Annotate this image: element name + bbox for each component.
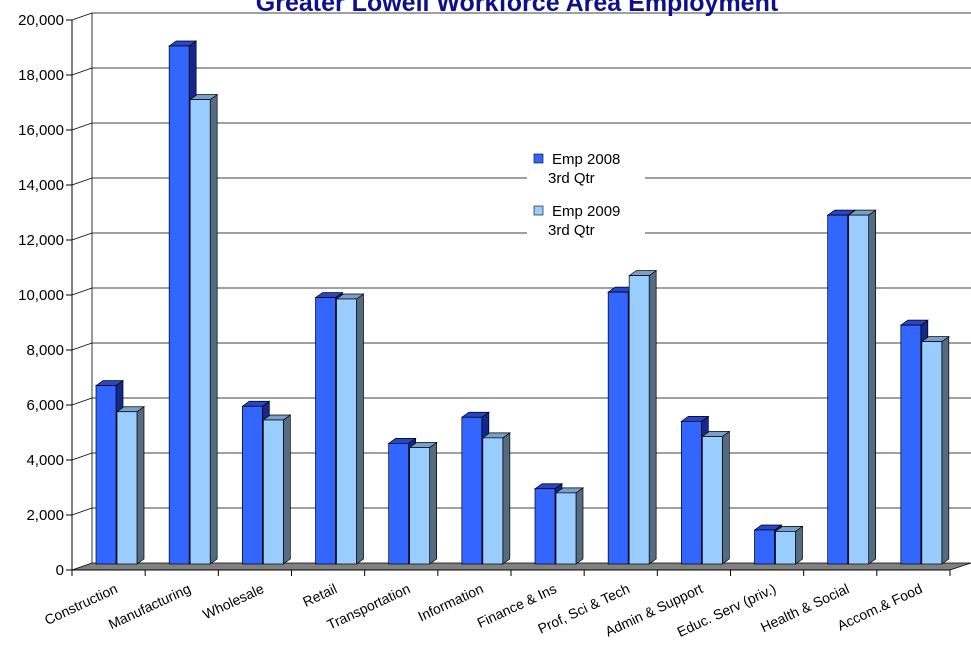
bar-series-2-5 — [481, 432, 511, 565]
bar-series-1-5-front — [461, 416, 483, 565]
bar-series-2-3-side — [356, 293, 364, 565]
bar-series-1-9-front — [754, 529, 775, 565]
gridline-diag — [71, 342, 93, 351]
bar-series-2-2-side — [282, 414, 291, 565]
x-tick-label: Manufacturing — [106, 580, 193, 632]
gridline-diag — [71, 122, 93, 131]
bar-series-2-9-front — [775, 531, 796, 565]
bar-series-2-1 — [189, 93, 219, 565]
bar-series-1-3-front — [315, 297, 336, 565]
bar-series-2-6 — [554, 487, 585, 565]
chart-title: Greater Lowell Workforce Area Employment — [256, 0, 779, 17]
y-tick-label: 6,000 — [26, 397, 64, 414]
bar-series-2-7-front — [628, 275, 650, 565]
bar-series-2-1-front — [189, 99, 211, 565]
y-tick-label: 12,000 — [18, 232, 64, 249]
bar-series-1-6-front — [534, 488, 556, 565]
bar-series-2-4 — [408, 441, 438, 565]
y-tick-label: 16,000 — [18, 122, 64, 139]
y-tick-label: 14,000 — [18, 177, 64, 194]
legend-swatch-series-2 — [533, 205, 544, 216]
y-tick-label: 8,000 — [26, 342, 64, 359]
bar-series-2-10-front — [848, 214, 870, 565]
bar-series-2-8 — [701, 430, 731, 565]
bar-series-1-0-front — [95, 385, 117, 565]
y-tick-label: 2,000 — [26, 507, 64, 524]
y-tick-label: 4,000 — [26, 452, 64, 469]
bar-series-2-10-side — [868, 209, 877, 565]
y-tick-label: 20,000 — [18, 12, 64, 29]
bar-series-2-11-front — [921, 341, 943, 565]
bar-series-2-11-side — [941, 335, 950, 565]
x-tick-label: Wholesale — [200, 580, 266, 622]
gridline-diag — [71, 177, 93, 186]
legend-background — [527, 140, 645, 242]
y-tick-label: 18,000 — [18, 67, 64, 84]
legend: Emp 2008 3rd Qtr Emp 2009 3rd Qtr — [527, 140, 645, 242]
bar-series-2-5-side — [502, 432, 511, 565]
bar-series-2-11 — [920, 335, 950, 565]
bar-series-2-10 — [847, 209, 877, 565]
gridline-diag — [71, 507, 93, 516]
gridline-diag — [71, 12, 93, 21]
y-tick-label: 10,000 — [18, 287, 64, 304]
bar-series-2-0 — [115, 406, 146, 565]
gridline-diag — [71, 287, 93, 296]
bars — [94, 40, 950, 565]
bar-series-2-0-side — [136, 406, 145, 565]
bar-series-2-6-front — [555, 492, 577, 565]
bar-series-2-4-front — [409, 447, 431, 565]
legend-label-series-2-line-1: Emp 2009 — [552, 203, 620, 220]
bar-series-1-4-front — [388, 443, 410, 565]
bar-series-2-8-front — [701, 436, 723, 565]
gridline-diag — [71, 397, 93, 406]
legend-label-series-2-line-2: 3rd Qtr — [548, 222, 595, 239]
x-tick-label: Retail — [300, 580, 339, 610]
legend-label-series-1-line-1: Emp 2008 — [552, 151, 620, 168]
bar-series-1-7-front — [607, 291, 629, 565]
bar-series-1-1-front — [168, 45, 190, 565]
legend-swatch-series-1 — [533, 153, 544, 164]
bar-series-2-9-side — [795, 525, 803, 565]
legend-label-series-1-line-2: 3rd Qtr — [548, 170, 595, 187]
x-tick-label: Transportation — [324, 580, 412, 632]
bar-series-1-11-front — [900, 324, 922, 565]
bar-series-2-0-front — [116, 411, 138, 565]
bar-series-2-1-side — [209, 93, 218, 565]
bar-series-2-2 — [262, 414, 292, 565]
y-tick-label: 0 — [56, 562, 64, 579]
gridline-diag — [71, 232, 93, 241]
bar-series-1-10-front — [827, 214, 849, 565]
bar-series-1-8-front — [680, 421, 702, 565]
y-tick-labels: 0 2,000 4,000 6,000 8,000 10,000 12,000 14,000 1… — [18, 12, 64, 579]
bar-series-2-7 — [628, 269, 658, 565]
bar-series-2-7-side — [648, 269, 657, 565]
gridline-diag — [71, 67, 93, 76]
bar-series-1-2-front — [241, 405, 263, 565]
bar-series-2-2-front — [262, 419, 284, 565]
bar-series-2-8-side — [721, 430, 730, 565]
bar-series-2-6-side — [575, 487, 584, 565]
bar-series-2-5-front — [482, 437, 504, 565]
axes — [66, 13, 971, 576]
bar-series-2-4-side — [429, 441, 438, 565]
bar-series-2-3-front — [336, 298, 357, 565]
bar-series-2-9 — [774, 525, 804, 565]
bar-series-2-3 — [335, 293, 365, 565]
gridline-diag — [71, 452, 93, 461]
